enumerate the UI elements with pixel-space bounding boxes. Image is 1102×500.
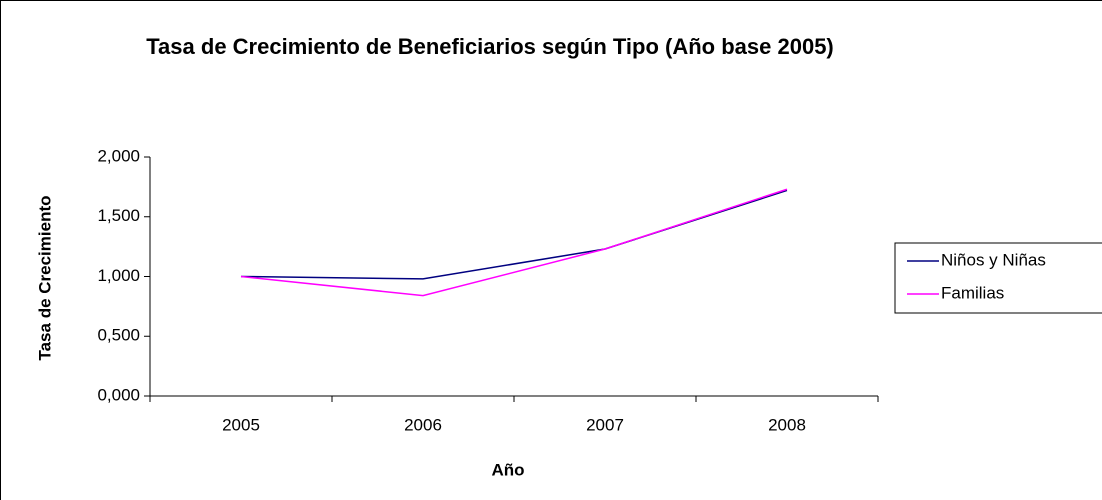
line-series (240, 189, 788, 280)
legend-label: Familias (941, 283, 1004, 302)
x-axis-label: Año (491, 460, 524, 479)
y-axis-label: Tasa de Crecimiento (35, 195, 54, 360)
y-tick-label: 2,000 (97, 146, 140, 165)
chart-title: Tasa de Crecimiento de Beneficiarios seg… (146, 34, 834, 59)
legend-label: Niños y Niñas (941, 250, 1046, 269)
y-tick-label: 1,500 (97, 206, 140, 225)
legend-box (894, 242, 1102, 314)
x-tick-label: 2006 (404, 415, 442, 434)
y-tick-label: 0,000 (97, 385, 140, 404)
line-series (240, 188, 788, 297)
y-tick-label: 0,500 (97, 326, 140, 345)
y-tick-label: 1,000 (97, 266, 140, 285)
x-tick-label: 2008 (768, 415, 806, 434)
x-tick-label: 2005 (222, 415, 260, 434)
x-tick-label: 2007 (586, 415, 624, 434)
